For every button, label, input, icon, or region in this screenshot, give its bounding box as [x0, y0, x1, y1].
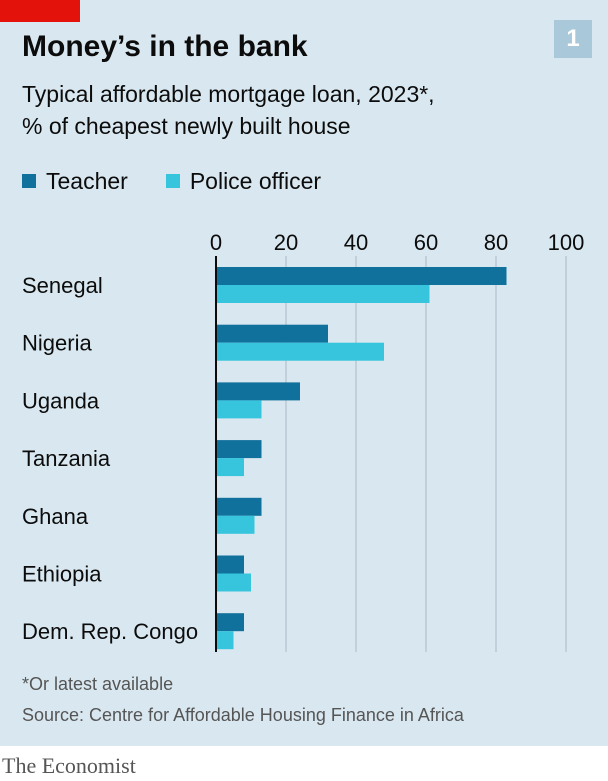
chart-number-badge: 1 [554, 20, 592, 58]
footnote: *Or latest available [22, 674, 174, 694]
bar-teacher-tanzania [216, 440, 262, 459]
bar-police-uganda [216, 400, 262, 419]
bar-teacher-senegal [216, 267, 507, 285]
bar-teacher-ethiopia [216, 555, 244, 574]
legend: Teacher Police officer [22, 167, 359, 195]
bar-teacher-ghana [216, 497, 262, 516]
legend-item-police: Police officer [165, 167, 322, 195]
category-label-ethiopia: Ethiopia [22, 562, 102, 587]
brand-logo-text: The Economist [2, 753, 136, 778]
x-tick-label-80: 80 [484, 230, 508, 255]
legend-item-teacher: Teacher [22, 168, 128, 195]
x-tick-label-60: 60 [414, 230, 438, 255]
category-label-dem-rep-congo: Dem. Rep. Congo [22, 619, 198, 644]
bar-teacher-uganda [216, 382, 300, 401]
legend-swatch-police [165, 174, 180, 188]
subtitle-line-2: % of cheapest newly built house [22, 113, 351, 139]
x-tick-label-100: 100 [548, 230, 585, 255]
category-label-nigeria: Nigeria [22, 331, 92, 356]
category-label-ghana: Ghana [22, 504, 89, 529]
brand-red-tag [0, 0, 80, 22]
x-tick-label-40: 40 [344, 230, 368, 255]
chart-panel [0, 0, 608, 746]
bar-police-dem-rep-congo [216, 631, 234, 650]
category-label-tanzania: Tanzania [22, 446, 111, 471]
chart-title: Money’s in the bank [22, 30, 308, 63]
legend-swatch-teacher [22, 174, 36, 188]
legend-label-teacher: Teacher [46, 167, 128, 194]
x-tick-label-20: 20 [274, 230, 298, 255]
bar-police-ghana [216, 515, 255, 534]
bar-police-nigeria [216, 342, 384, 361]
bar-chart: 0 20 40 60 80 100 Senegal Nigeria Uganda Tanzania… [22, 230, 585, 652]
category-label-uganda: Uganda [22, 388, 100, 413]
bar-police-ethiopia [216, 573, 251, 592]
chart-subtitle: Typical affordable mortgage loan, 2023*,… [22, 78, 435, 142]
legend-label-police: Police officer [189, 167, 322, 194]
subtitle-line-1: Typical affordable mortgage loan, 2023*, [22, 81, 435, 107]
x-tick-label-0: 0 [210, 230, 222, 255]
bar-police-senegal [216, 285, 430, 303]
bar-teacher-nigeria [216, 324, 328, 343]
bar-teacher-dem-rep-congo [216, 613, 244, 632]
bar-police-tanzania [216, 458, 244, 477]
category-label-senegal: Senegal [22, 273, 103, 298]
source-note: Source: Centre for Affordable Housing Fi… [22, 705, 464, 725]
